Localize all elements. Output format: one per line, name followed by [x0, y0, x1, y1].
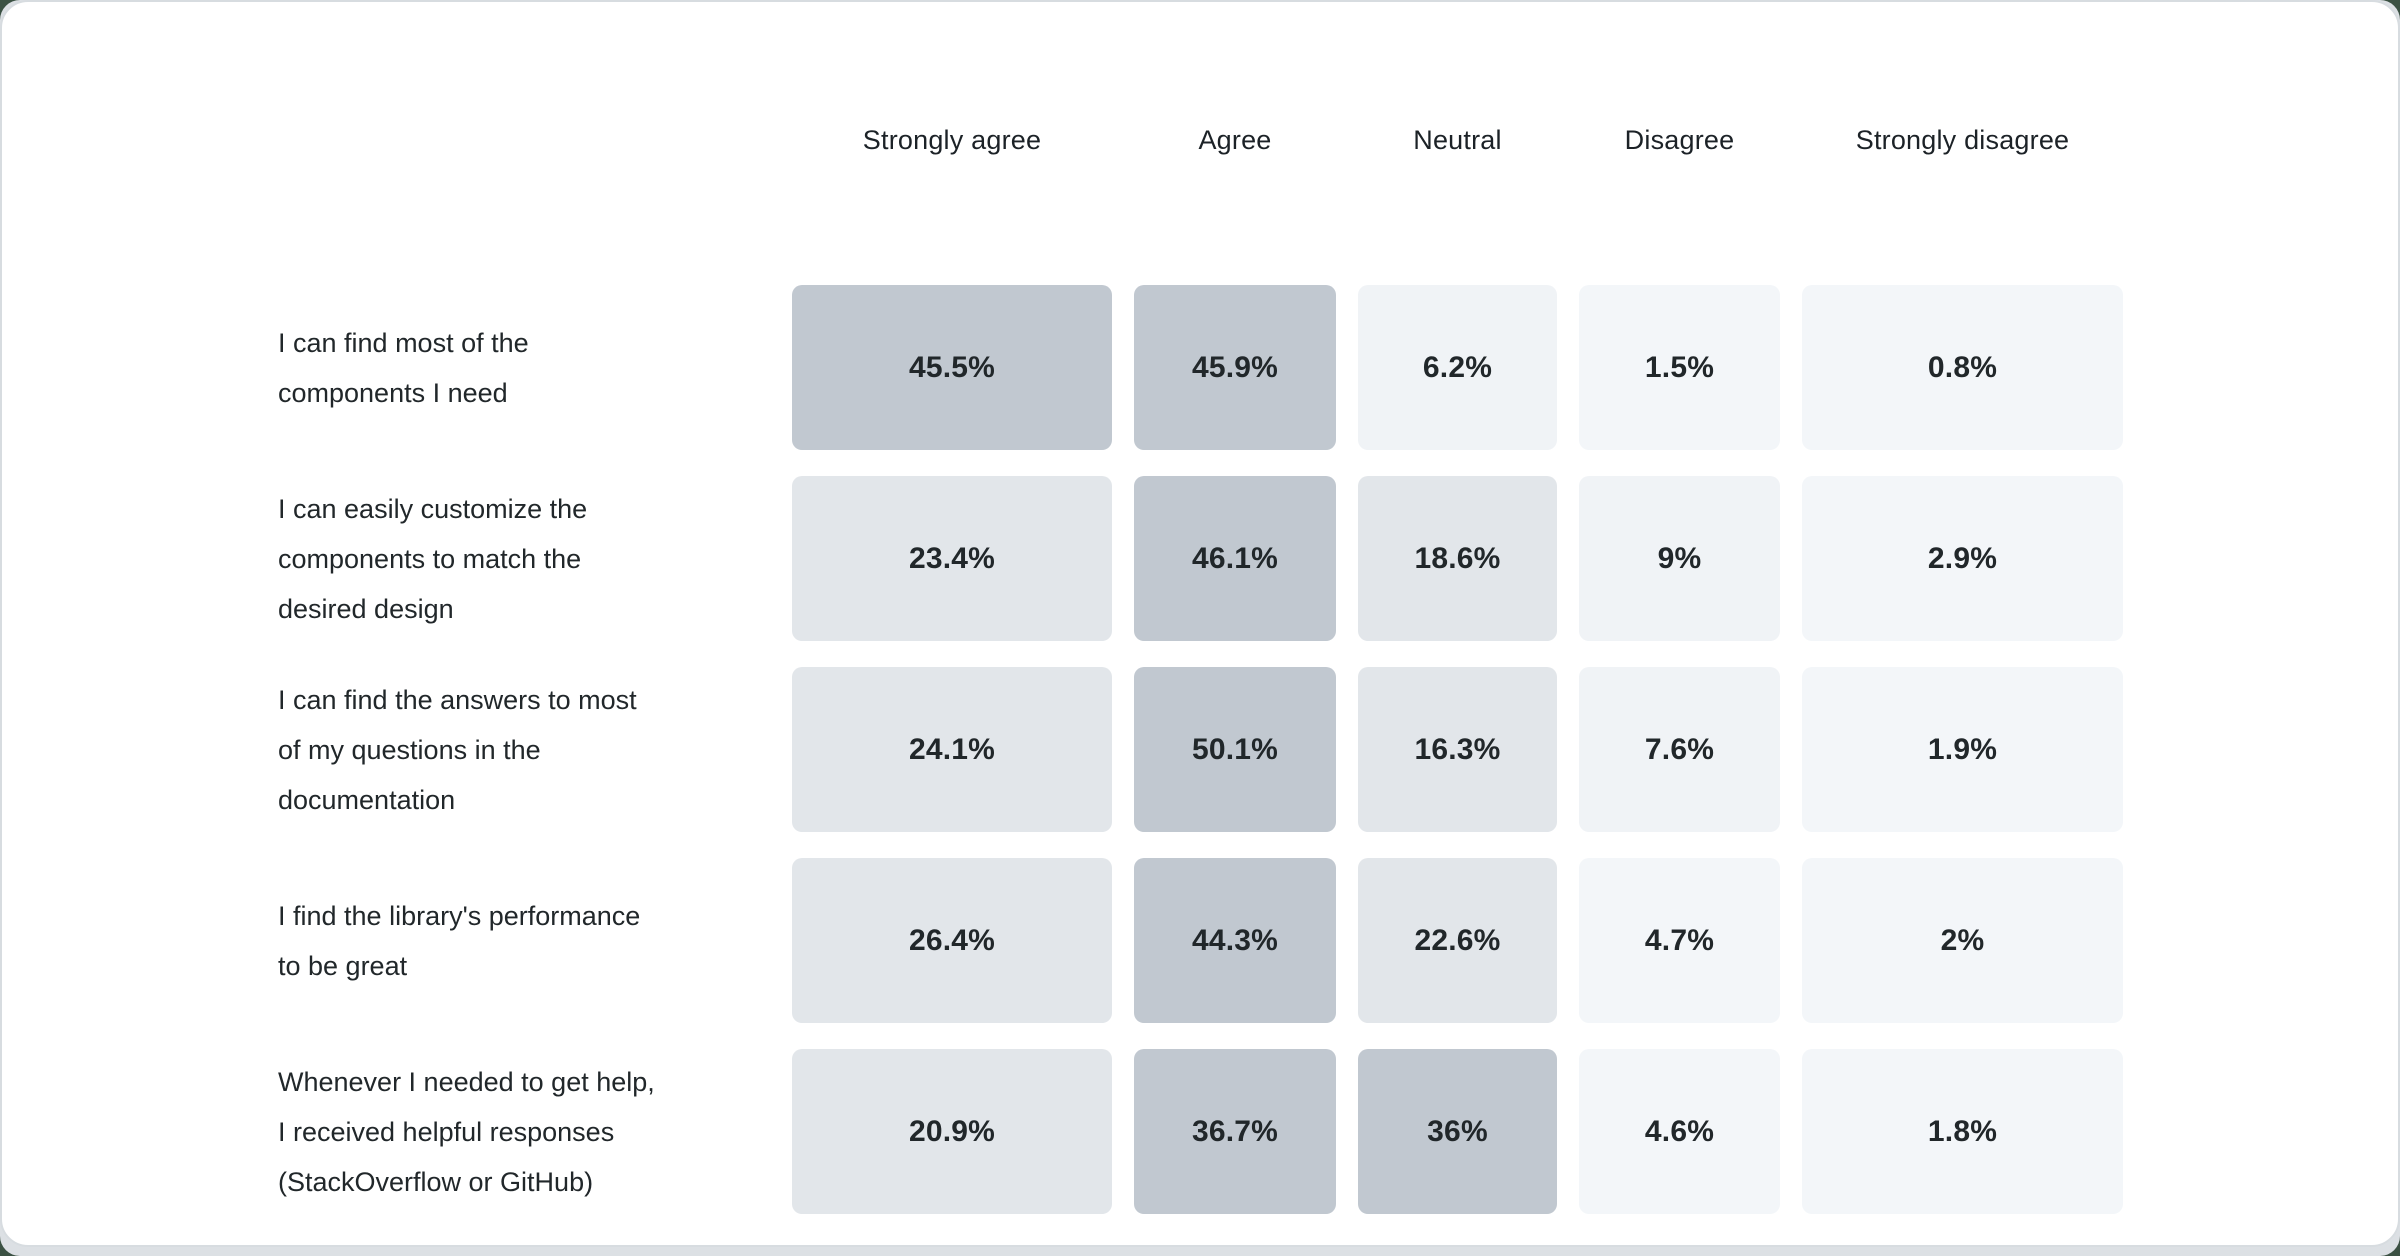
cell-value: 7.6% [1644, 732, 1715, 766]
cell-value: 1.9% [1927, 732, 1998, 766]
heatmap-cell: 4.6% [1579, 1049, 1780, 1214]
heatmap-cell: 4.7% [1579, 858, 1780, 1023]
cell-value: 23.4% [908, 541, 996, 575]
heatmap-cell: 23.4% [792, 476, 1112, 641]
cell-value: 45.9% [1191, 350, 1279, 384]
corner-spacer [278, 94, 770, 186]
heatmap-cell: 1.9% [1802, 667, 2123, 832]
heatmap-cell: 18.6% [1358, 476, 1557, 641]
cell-value: 22.6% [1414, 923, 1501, 957]
heatmap-cell: 36% [1358, 1049, 1557, 1214]
cell-value: 4.6% [1644, 1114, 1715, 1148]
cell-value: 46.1% [1191, 541, 1279, 575]
column-header: Strongly disagree [1855, 124, 2070, 155]
cell-value: 9% [1657, 541, 1702, 575]
cell-value: 6.2% [1422, 350, 1493, 384]
cell-value: 36% [1427, 1114, 1488, 1148]
heatmap-cell: 2.9% [1802, 476, 2123, 641]
cell-value: 45.5% [908, 350, 996, 384]
cell-value: 20.9% [908, 1114, 996, 1148]
heatmap-cell: 36.7% [1134, 1049, 1336, 1214]
column-header: Strongly agree [862, 124, 1042, 155]
cell-value: 24.1% [908, 732, 996, 766]
heatmap-cell: 1.8% [1802, 1049, 2123, 1214]
heatmap-cell: 45.5% [792, 285, 1112, 450]
heatmap-cell: 26.4% [792, 858, 1112, 1023]
row-label: I can find the answers to most of my que… [278, 684, 637, 815]
column-header: Disagree [1624, 124, 1735, 155]
heatmap-cell: 22.6% [1358, 858, 1557, 1023]
cell-value: 16.3% [1414, 732, 1501, 766]
heatmap-cell: 16.3% [1358, 667, 1557, 832]
row-label: Whenever I needed to get help, I receive… [278, 1066, 655, 1197]
heatmap-cell: 45.9% [1134, 285, 1336, 450]
cell-value: 44.3% [1191, 923, 1279, 957]
heatmap-cell: 1.5% [1579, 285, 1780, 450]
heatmap-cell: 44.3% [1134, 858, 1336, 1023]
column-header: Agree [1198, 124, 1272, 155]
heatmap-cell: 50.1% [1134, 667, 1336, 832]
cell-value: 2% [1940, 923, 1985, 957]
heatmap-cell: 24.1% [792, 667, 1112, 832]
heatmap-cell: 7.6% [1579, 667, 1780, 832]
cell-value: 0.8% [1927, 350, 1998, 384]
row-label: I find the library's performance to be g… [278, 900, 641, 981]
cell-value: 26.4% [908, 923, 996, 957]
cell-value: 4.7% [1644, 923, 1715, 957]
likert-heatmap-table: Strongly agree Agree Neutral Disagree Strong… [278, 94, 2123, 1214]
heatmap-cell: 6.2% [1358, 285, 1557, 450]
row-label: I can find most of the components I need [278, 327, 529, 408]
cell-value: 50.1% [1191, 732, 1279, 766]
heatmap-cell: 46.1% [1134, 476, 1336, 641]
cell-value: 1.8% [1927, 1114, 1998, 1148]
cell-value: 1.5% [1644, 350, 1715, 384]
heatmap-cell: 9% [1579, 476, 1780, 641]
heatmap-cell: 2% [1802, 858, 2123, 1023]
cell-value: 18.6% [1414, 541, 1501, 575]
heatmap-cell: 0.8% [1802, 285, 2123, 450]
cell-value: 2.9% [1927, 541, 1998, 575]
heatmap-cell: 20.9% [792, 1049, 1112, 1214]
row-label: I can easily customize the components to… [278, 493, 588, 624]
cell-value: 36.7% [1191, 1114, 1279, 1148]
column-header: Neutral [1413, 124, 1502, 155]
